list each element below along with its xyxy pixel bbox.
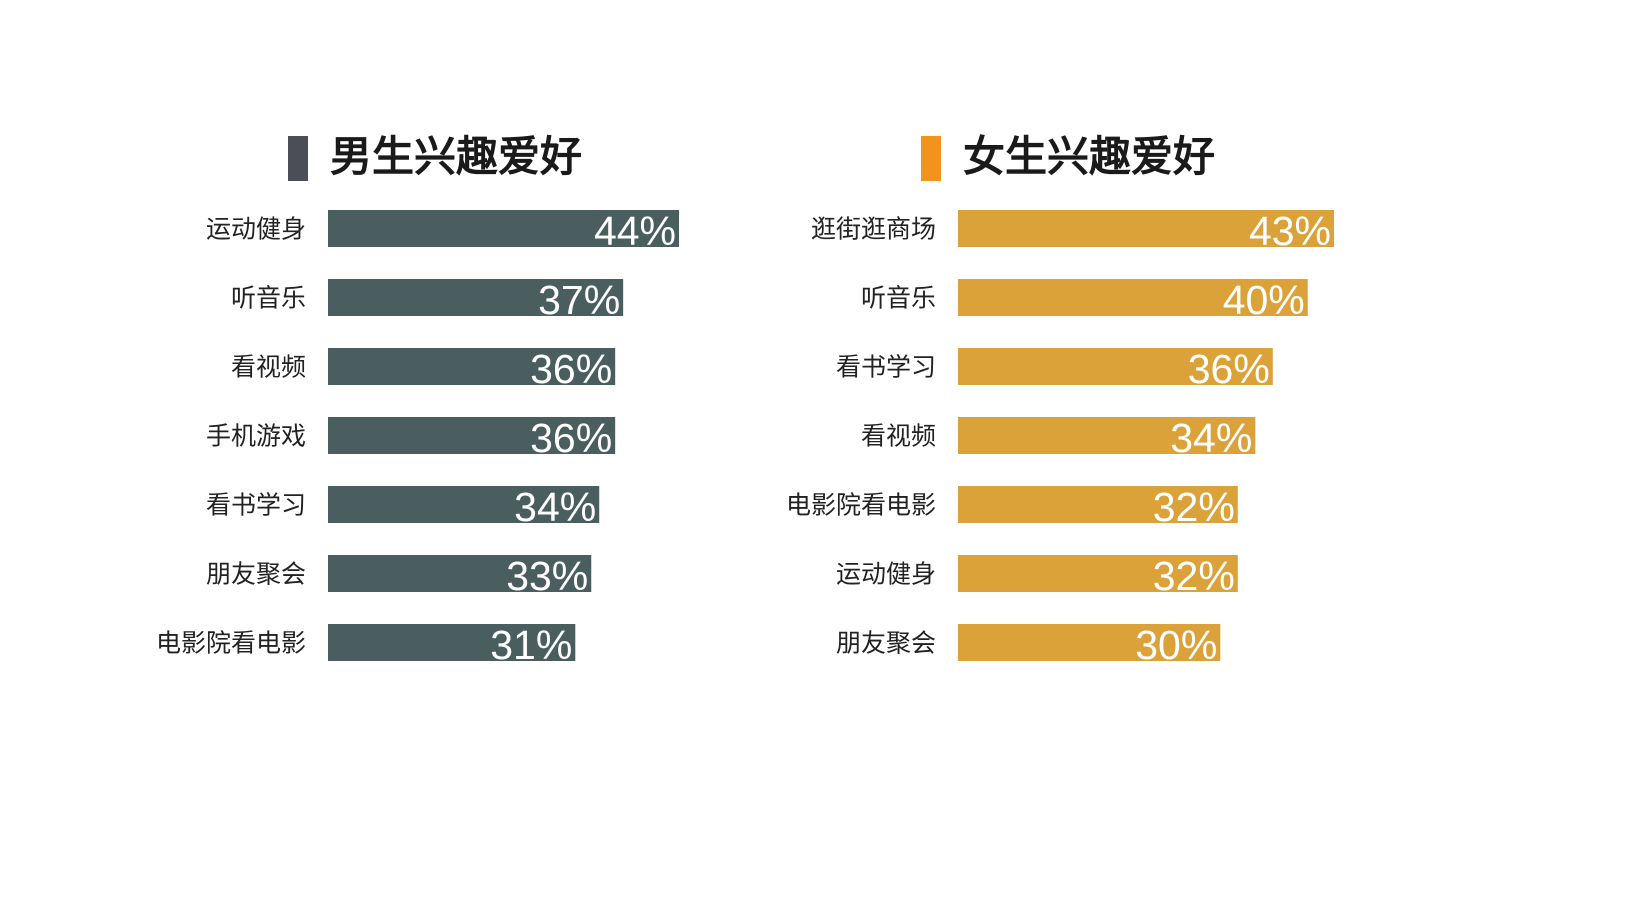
- female-bar: [958, 417, 1256, 454]
- female-category-label: 看视频: [861, 422, 936, 451]
- female-category-label: 看书学习: [836, 353, 936, 382]
- female-bar: [958, 624, 1221, 661]
- female-bar-chart: 逛街逛商场 43% 听音乐 40% 看书学习 36% 看视频 34% 电影院看电影 32% 运动健身…: [786, 208, 1334, 668]
- male-bar: [328, 624, 576, 661]
- male-value-label: 33%: [506, 553, 588, 599]
- male-interests-panel: 男生兴趣爱好 运动健身 44% 听音乐 37% 看视频 36% 手机游戏 36% 看书学习 34%…: [0, 0, 700, 920]
- female-value-label: 32%: [1153, 553, 1235, 599]
- female-category-label: 朋友聚会: [836, 629, 936, 658]
- female-bar: [958, 210, 1334, 247]
- male-bar: [328, 210, 679, 247]
- female-value-label: 32%: [1153, 484, 1235, 530]
- male-category-label: 看视频: [231, 353, 306, 382]
- female-chart-title: 女生兴趣爱好: [963, 132, 1216, 181]
- female-category-label: 逛街逛商场: [811, 215, 936, 244]
- female-title-marker: [921, 136, 941, 181]
- male-category-label: 电影院看电影: [156, 629, 306, 658]
- male-value-label: 37%: [538, 277, 620, 323]
- male-category-label: 手机游戏: [206, 422, 306, 451]
- male-chart-title: 男生兴趣爱好: [330, 132, 583, 181]
- male-bar: [328, 417, 616, 454]
- female-bar: [958, 348, 1273, 385]
- male-category-label: 看书学习: [206, 491, 306, 520]
- female-bar: [958, 279, 1308, 316]
- female-bar: [958, 486, 1238, 523]
- female-category-label: 运动健身: [836, 560, 936, 589]
- male-bar: [328, 279, 624, 316]
- female-value-label: 36%: [1188, 346, 1270, 392]
- female-value-label: 34%: [1170, 415, 1252, 461]
- female-bar: [958, 555, 1238, 592]
- male-value-label: 36%: [530, 346, 612, 392]
- female-category-label: 听音乐: [861, 284, 936, 313]
- male-category-label: 朋友聚会: [206, 560, 306, 589]
- male-bar: [328, 348, 616, 385]
- male-category-label: 运动健身: [206, 215, 306, 244]
- male-value-label: 36%: [530, 415, 612, 461]
- female-value-label: 30%: [1135, 622, 1217, 668]
- female-interests-panel: 女生兴趣爱好 逛街逛商场 43% 听音乐 40% 看书学习 36% 看视频 34% 电影院看电影…: [660, 0, 1360, 920]
- male-bar-chart: 运动健身 44% 听音乐 37% 看视频 36% 手机游戏 36% 看书学习 34% 朋友聚会 33%…: [156, 208, 679, 668]
- male-value-label: 44%: [594, 208, 676, 254]
- female-value-label: 43%: [1249, 208, 1331, 254]
- male-value-label: 31%: [490, 622, 572, 668]
- female-value-label: 40%: [1223, 277, 1305, 323]
- female-category-label: 电影院看电影: [786, 491, 936, 520]
- male-category-label: 听音乐: [231, 284, 306, 313]
- male-bar: [328, 555, 592, 592]
- male-title-marker: [288, 136, 308, 181]
- male-value-label: 34%: [514, 484, 596, 530]
- male-bar: [328, 486, 600, 523]
